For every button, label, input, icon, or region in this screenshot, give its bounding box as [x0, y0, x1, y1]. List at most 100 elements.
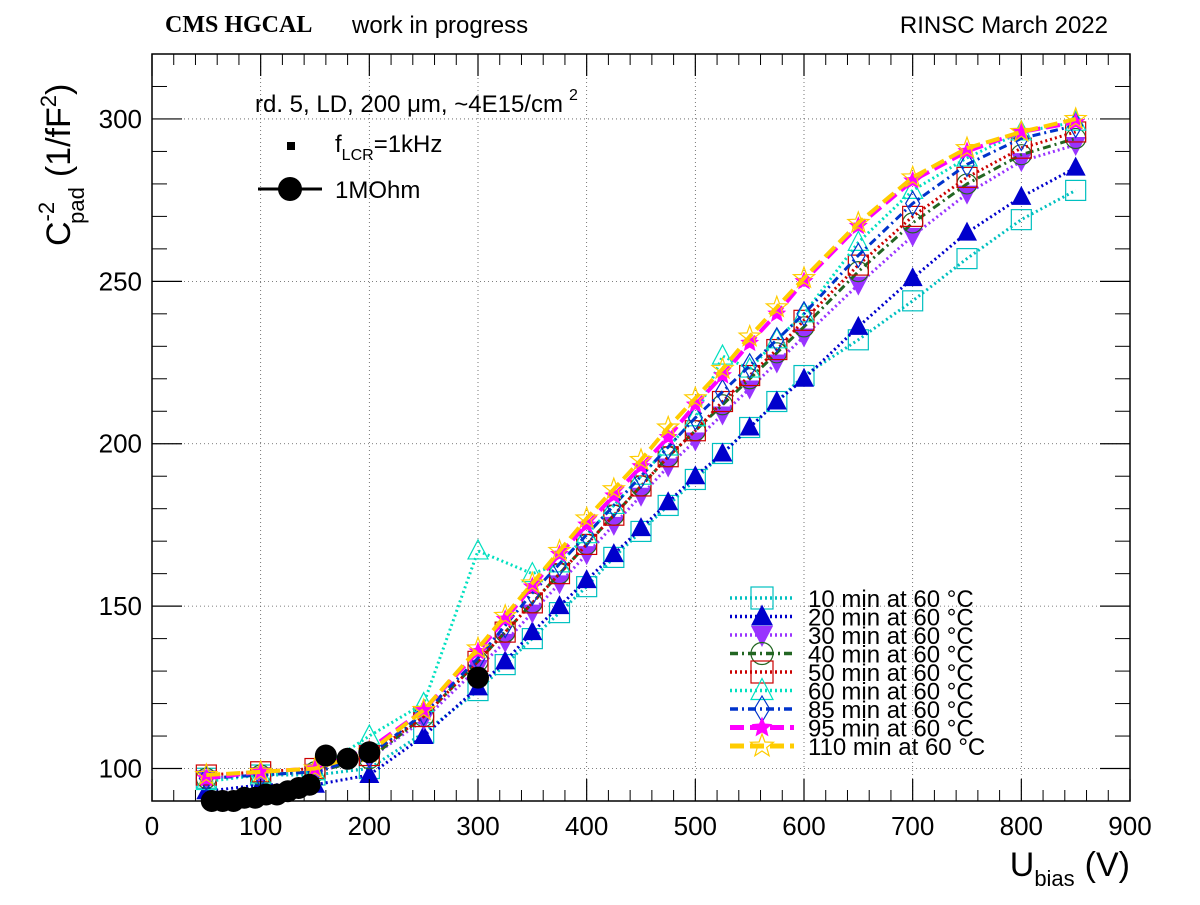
data-point: [549, 575, 570, 595]
legend-entry: 30 min at 60 °C: [730, 623, 974, 650]
legend-marker: [751, 604, 773, 626]
y-tick-label: 300: [99, 104, 142, 134]
legend-marker: [750, 641, 774, 666]
data-point: [658, 491, 679, 511]
series-line: [206, 117, 1077, 777]
data-point: [712, 442, 733, 462]
x-tick-label: 300: [456, 811, 499, 841]
data-point: [196, 768, 216, 787]
legend-label: 85 min at 60 °C: [808, 697, 974, 724]
data-point: [711, 343, 734, 365]
grid: [152, 54, 1130, 801]
y-tick-label: 150: [99, 591, 142, 621]
data-point: [902, 205, 924, 227]
data-point: [902, 290, 924, 312]
data-point: [764, 294, 789, 318]
annotation-legend: [258, 142, 322, 201]
plot-frame: [151, 53, 1131, 802]
data-point: [603, 516, 624, 536]
data-point: [298, 773, 321, 796]
legend-label: 60 min at 60 °C: [808, 679, 974, 706]
lcr-sub: LCR: [342, 147, 374, 164]
data-point: [465, 635, 491, 659]
data-point: [628, 447, 654, 471]
data-point: [493, 603, 518, 627]
data-point: [495, 650, 516, 670]
data-point: [194, 762, 219, 786]
legend-label: 110 min at 60 °C: [808, 734, 985, 761]
legend-label: 50 min at 60 °C: [808, 660, 974, 687]
y-axis-title-unit-close: ): [40, 84, 78, 95]
data-point: [713, 365, 732, 384]
data-point: [954, 135, 980, 159]
legend-entry: 95 min at 60 °C: [730, 716, 974, 743]
legend-marker: [751, 716, 773, 737]
sample-text-sup: 2: [569, 87, 578, 104]
data-point: [576, 569, 597, 589]
data-point: [314, 744, 337, 767]
data-point: [467, 666, 489, 689]
data-point: [793, 309, 815, 331]
series-line: [206, 136, 1077, 780]
data-point: [576, 546, 597, 566]
x-tick-label: 200: [348, 811, 391, 841]
data-point: [957, 141, 977, 160]
data-point: [684, 405, 707, 427]
data-point: [549, 595, 570, 615]
y-tick-label: 250: [99, 266, 142, 296]
sample-text: rd. 5, LD, 200 μm, ~4E15/cm: [255, 91, 563, 118]
data-point: [794, 328, 814, 348]
data-point: [685, 465, 706, 485]
data-point: [714, 378, 731, 405]
series-layer: [194, 106, 1088, 812]
y-axis-title-main: C: [40, 221, 78, 246]
data-point: [956, 248, 978, 270]
x-tick-label: 500: [674, 811, 717, 841]
data-point: [846, 210, 871, 234]
data-point: [848, 276, 869, 296]
lcr-suffix: =1kHz: [374, 131, 443, 158]
data-point: [574, 505, 599, 529]
data-point: [848, 315, 869, 335]
data-point: [957, 185, 977, 205]
x-tick-label: 700: [891, 811, 934, 841]
legend-label: 10 min at 60 °C: [808, 586, 974, 613]
data-point: [685, 394, 705, 413]
x-axis-title-unit: (V): [1085, 846, 1130, 884]
data-point: [902, 227, 923, 247]
lcr-marker: [287, 142, 295, 150]
legend-label: 95 min at 60 °C: [808, 716, 974, 743]
data-point: [1011, 185, 1032, 205]
sample-label: rd. 5, LD, 200 μm, ~4E15/cm 2: [255, 87, 578, 118]
x-axis-title-main: U: [1010, 846, 1035, 884]
y-tick-label: 200: [99, 429, 142, 459]
data-point: [850, 242, 867, 269]
data-point: [767, 303, 787, 322]
data-point: [739, 416, 760, 436]
x-axis-title-sub: bias: [1034, 866, 1074, 891]
data-point: [794, 367, 814, 387]
data-point: [547, 538, 572, 562]
x-tick-label: 800: [1000, 811, 1043, 841]
data-point: [658, 458, 679, 478]
data-point: [520, 570, 545, 594]
x-tick-label: 100: [239, 811, 282, 841]
y-axis-title-unit-open: (1/fF: [40, 107, 78, 177]
date-label: RINSC March 2022: [899, 12, 1108, 39]
data-point: [1063, 106, 1088, 130]
legend-entry: 110 min at 60 °C: [730, 732, 985, 761]
data-point: [1009, 119, 1034, 143]
data-point: [631, 487, 651, 507]
experiment-label: CMS HGCAL: [165, 12, 313, 38]
data-point: [741, 352, 758, 379]
data-point: [658, 427, 678, 446]
data-point: [904, 190, 921, 217]
ohm-label: 1MOhm: [335, 177, 420, 204]
data-point: [793, 301, 815, 323]
legend-entry: 60 min at 60 °C: [730, 677, 974, 706]
x-tick-label: 600: [782, 811, 825, 841]
x-tick-label: 0: [145, 811, 159, 841]
data-point: [956, 166, 978, 189]
legend-marker: [750, 660, 774, 684]
